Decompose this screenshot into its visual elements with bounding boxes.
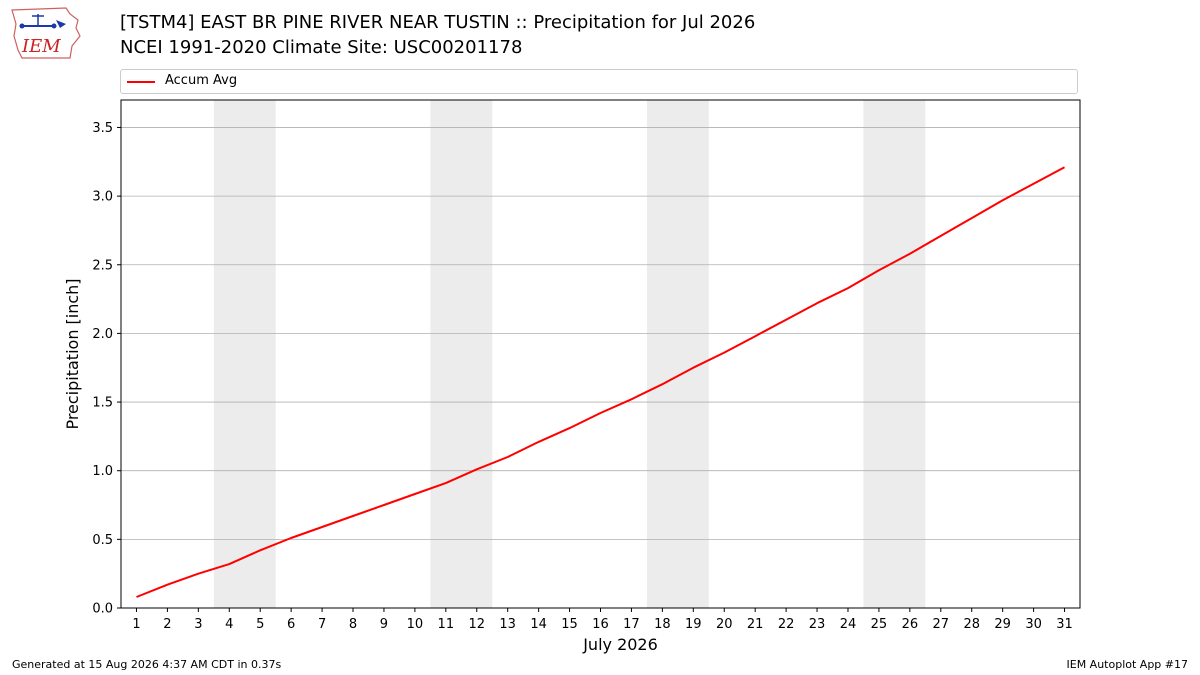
x-tick-label: 6 [287,617,295,632]
x-tick-label: 12 [468,617,485,632]
weekend-band [430,100,493,608]
x-tick-label: 7 [318,617,326,632]
iem-logo-icon: IEM [11,7,81,59]
x-tick-label: 20 [716,617,733,632]
weekend-band [213,100,276,608]
x-tick-label: 26 [902,617,919,632]
chart-subtitle: NCEI 1991-2020 Climate Site: USC00201178 [120,37,523,58]
x-tick-label: 21 [747,617,764,632]
y-tick-label: 3.5 [92,121,113,136]
x-tick-label: 9 [380,617,388,632]
y-tick-label: 1.0 [92,464,113,479]
x-tick-label: 13 [499,617,516,632]
x-tick-label: 24 [840,617,857,632]
x-axis-label: July 2026 [582,635,658,654]
x-tick-label: 4 [225,617,233,632]
x-tick-label: 8 [349,617,357,632]
x-tick-label: 11 [438,617,455,632]
plot-frame [120,99,1081,609]
legend-label: Accum Avg [165,73,238,88]
x-tick-label: 19 [685,617,702,632]
x-tick-label: 18 [654,617,671,632]
x-tick-label: 10 [407,617,424,632]
legend-line-swatch [127,81,155,83]
x-tick-label: 25 [871,617,888,632]
y-tick-label: 2.0 [92,327,113,342]
chart-title: [TSTM4] EAST BR PINE RIVER NEAR TUSTIN :… [120,12,756,33]
y-tick-label: 3.0 [92,190,113,205]
x-tick-label: 28 [963,617,980,632]
x-tick-label: 23 [809,617,826,632]
x-tick-label: 2 [163,617,171,632]
legend: Accum Avg [120,69,1078,94]
y-tick-label: 0.5 [92,533,113,548]
y-tick-label: 0.0 [92,602,113,617]
x-tick-label: 31 [1056,617,1073,632]
weekend-band [863,100,926,608]
x-tick-label: 1 [132,617,140,632]
y-tick-label: 1.5 [92,396,113,411]
x-tick-label: 17 [623,617,640,632]
x-tick-label: 22 [778,617,795,632]
x-tick-label: 3 [194,617,202,632]
series-line-accum-avg [136,166,1065,598]
x-tick-label: 5 [256,617,264,632]
x-tick-label: 29 [994,617,1011,632]
y-axis-label: Precipitation [inch] [63,278,82,429]
x-tick-label: 15 [561,617,578,632]
x-tick-label: 30 [1025,617,1042,632]
x-tick-label: 27 [933,617,950,632]
weekend-band [646,100,709,608]
footer-generated-text: Generated at 15 Aug 2026 4:37 AM CDT in … [12,658,282,671]
svg-text:IEM: IEM [21,36,61,57]
footer-app-text: IEM Autoplot App #17 [1066,658,1189,671]
y-tick-label: 2.5 [92,258,113,273]
x-tick-label: 16 [592,617,609,632]
x-tick-label: 14 [530,617,547,632]
